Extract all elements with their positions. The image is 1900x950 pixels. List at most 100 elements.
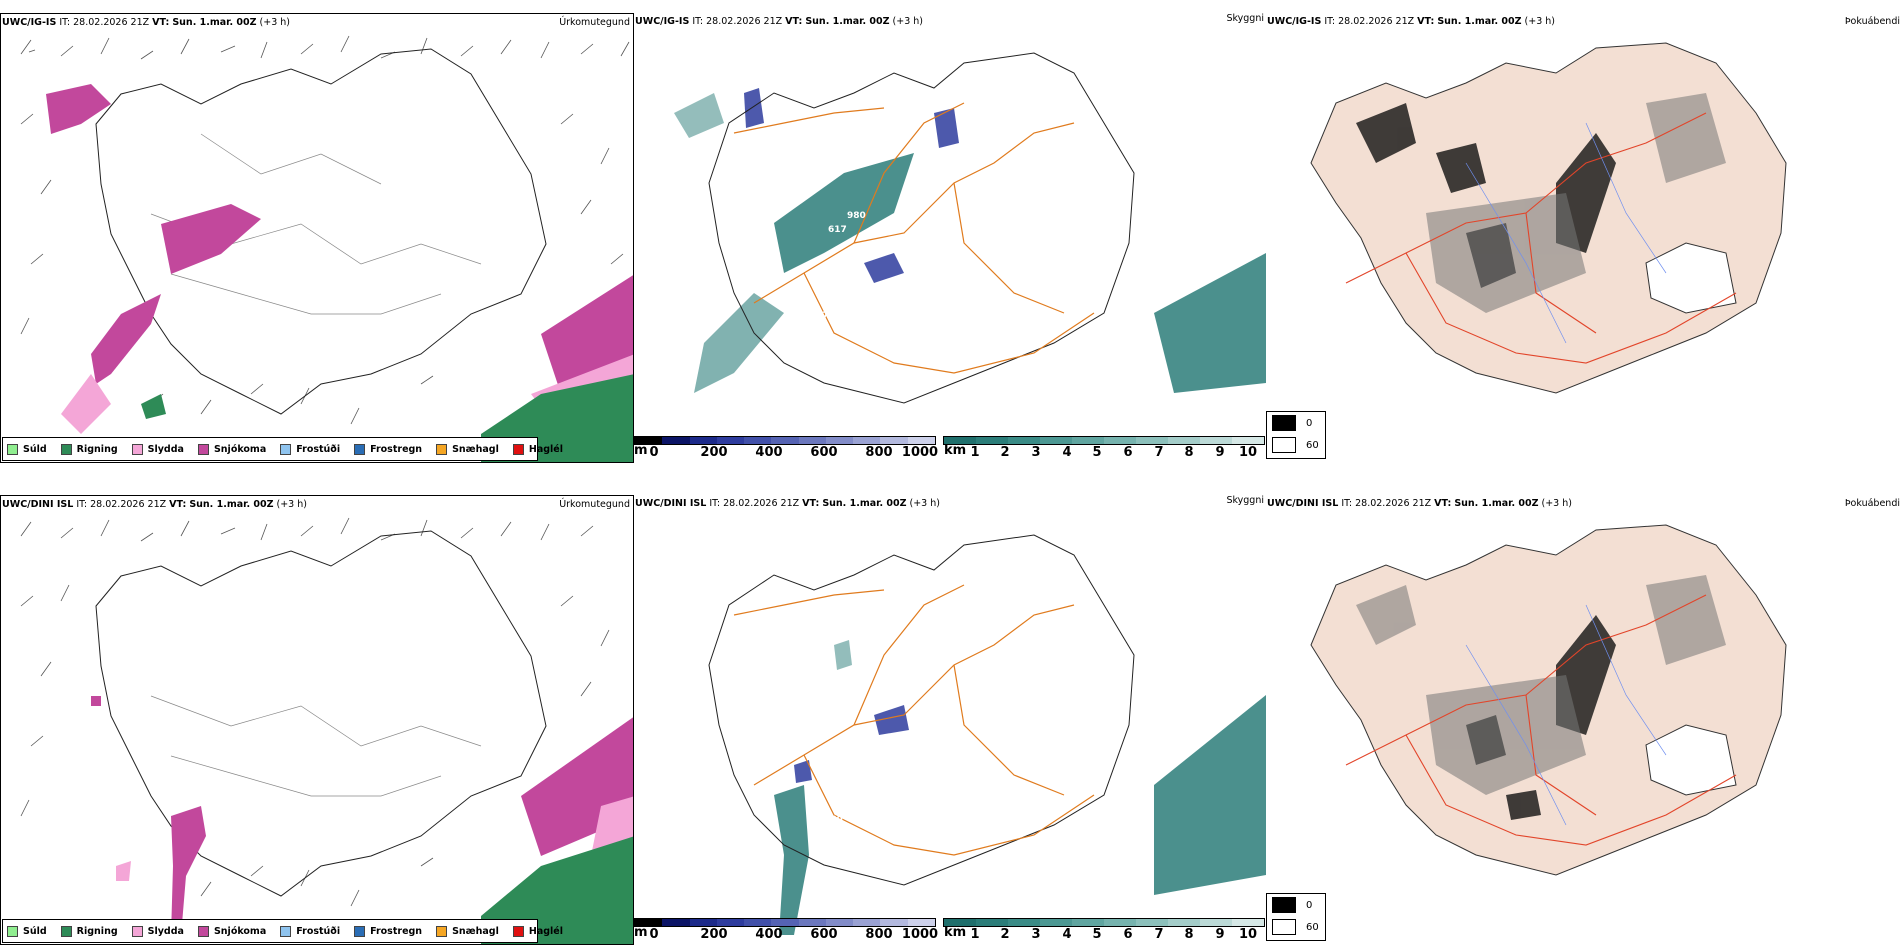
legend-swatch: [354, 925, 366, 937]
iceland-outline: [708, 52, 1135, 404]
legend-swatch: [7, 443, 18, 455]
legend-item: Rigning: [60, 925, 118, 937]
legend-swatch: [1272, 415, 1296, 431]
tick-label: 10: [1238, 927, 1258, 942]
precip-panel-bottom: UWC/DINI ISL IT: 28.02.2026 21Z VT: Sun.…: [0, 495, 634, 945]
legend-swatch: [197, 443, 209, 455]
fog-legend-top: 0 60: [1266, 411, 1326, 459]
legend-item: Slydda: [131, 925, 184, 937]
legend-swatch: [1272, 897, 1296, 913]
tick-label: 7: [1154, 445, 1164, 460]
map-label: 44: [809, 827, 822, 837]
legend-swatch: [436, 443, 448, 455]
legend-item: Rigning: [60, 443, 118, 455]
run-header-top-3: UWC/IG-IS IT: 28.02.2026 21Z VT: Sun. 1.…: [1267, 16, 1555, 27]
tick-label: 2: [1000, 927, 1010, 942]
visibility-map-top: [674, 52, 1266, 404]
snow-areas: [46, 84, 633, 394]
legend-swatch: [436, 925, 448, 937]
visibility-ticks: 1 2 3 4 5 6 7 8 9 10: [943, 927, 1265, 942]
fog-title-top: Þokuábendi: [1844, 16, 1900, 27]
tick-label: 5: [1092, 927, 1102, 942]
legend-swatch: [280, 925, 292, 937]
ceiling-colorbar: 0 200 400 600 800 1000: [634, 918, 939, 942]
legend-item: Haglél: [512, 925, 563, 937]
visibility-colorbar: 1 2 3 4 5 6 7 8 9 10: [943, 918, 1265, 942]
precip-title-bottom: Úrkomutegund: [559, 499, 630, 510]
tick-label: 1000: [901, 445, 939, 460]
visibility-title-top: Skyggni: [1226, 13, 1264, 24]
wind-barbs: [20, 517, 610, 907]
run-header-bottom: UWC/DINI ISL IT: 28.02.2026 21Z VT: Sun.…: [2, 499, 307, 510]
rain-areas: [481, 836, 633, 944]
visibility-bar: [943, 436, 1265, 445]
precip-map-bottom: [20, 517, 633, 944]
precip-map-top: [20, 35, 633, 462]
map-label: 97: [816, 311, 829, 321]
run-header-top: UWC/IG-IS IT: 28.02.2026 21Z VT: Sun. 1.…: [2, 17, 290, 28]
roads: [733, 584, 1095, 856]
precip-legend-top: Súld Rigning Slydda Snjókoma Frostúði Fr…: [2, 437, 563, 461]
legend-swatch: [131, 925, 143, 937]
run-header-bottom-2: UWC/DINI ISL IT: 28.02.2026 21Z VT: Sun.…: [635, 498, 940, 509]
map-label: 980: [1196, 887, 1215, 897]
visibility-unit: km: [944, 925, 967, 940]
tick-label: 10: [1238, 445, 1258, 460]
tick-label: 400: [755, 927, 783, 942]
visibility-colorbar: 1 2 3 4 5 6 7 8 9 10: [943, 436, 1265, 460]
tick-label: 800: [865, 927, 893, 942]
visibility-shading: [674, 93, 1266, 393]
tick-label: 3: [1031, 927, 1041, 942]
run-header-top-2: UWC/IG-IS IT: 28.02.2026 21Z VT: Sun. 1.…: [635, 16, 923, 27]
tick-label: 0: [649, 927, 659, 942]
map-label: 980: [847, 211, 866, 221]
roads: [1345, 112, 1737, 364]
tick-label: 1000: [901, 927, 939, 942]
ceiling-unit: m: [634, 443, 648, 458]
tick-label: 5: [1092, 445, 1102, 460]
legend-swatch: [354, 443, 366, 455]
tick-label: 8: [1184, 445, 1194, 460]
ceiling-shading: [794, 705, 909, 783]
legend-item: Haglél: [512, 443, 563, 455]
map-label: 162: [806, 895, 825, 905]
visibility-unit: km: [944, 443, 967, 458]
precip-panel-top: UWC/IG-IS IT: 28.02.2026 21Z VT: Sun. 1.…: [0, 13, 634, 463]
iceland-outline: [708, 534, 1135, 886]
ceiling-bar: [634, 918, 936, 927]
tick-label: 9: [1215, 927, 1225, 942]
tick-label: 3: [1031, 445, 1041, 460]
visibility-ticks: 1 2 3 4 5 6 7 8 9 10: [943, 445, 1265, 460]
legend-item: Súld: [7, 925, 47, 937]
tick-label: 600: [810, 445, 838, 460]
tick-label: 200: [700, 927, 728, 942]
legend-swatch: [131, 443, 143, 455]
tick-label: 1: [970, 927, 980, 942]
tick-label: 4: [1062, 927, 1072, 942]
tick-label: 0: [649, 445, 659, 460]
legend-swatch: [60, 443, 72, 455]
roads: [1345, 594, 1737, 846]
ceiling-ticks: 0 200 400 600 800 1000: [634, 927, 939, 942]
legend-swatch: [7, 925, 18, 937]
iceland-outline: [95, 48, 547, 415]
visibility-bar: [943, 918, 1265, 927]
fog-map-bottom: [1310, 524, 1787, 876]
tick-label: 1: [970, 445, 980, 460]
legend-item: Frostregn: [354, 443, 422, 455]
legend-item: Súld: [7, 443, 47, 455]
legend-item: Frostregn: [354, 925, 422, 937]
tick-label: 9: [1215, 445, 1225, 460]
legend-item: Snæhagl: [436, 443, 499, 455]
map-label: 380: [824, 815, 843, 825]
fog-panel-bottom: UWC/DINI ISL IT: 28.02.2026 21Z VT: Sun.…: [1266, 495, 1900, 945]
precip-title-top: Úrkomutegund: [559, 17, 630, 28]
fog-panel-top: UWC/IG-IS IT: 28.02.2026 21Z VT: Sun. 1.…: [1266, 13, 1900, 463]
map-label: 617: [828, 225, 847, 235]
ceiling-shading: [744, 88, 959, 283]
run-header-bottom-3: UWC/DINI ISL IT: 28.02.2026 21Z VT: Sun.…: [1267, 498, 1572, 509]
legend-swatch: [197, 925, 209, 937]
ceiling-unit: m: [634, 925, 648, 940]
tick-label: 7: [1154, 927, 1164, 942]
legend-swatch: [512, 443, 524, 455]
